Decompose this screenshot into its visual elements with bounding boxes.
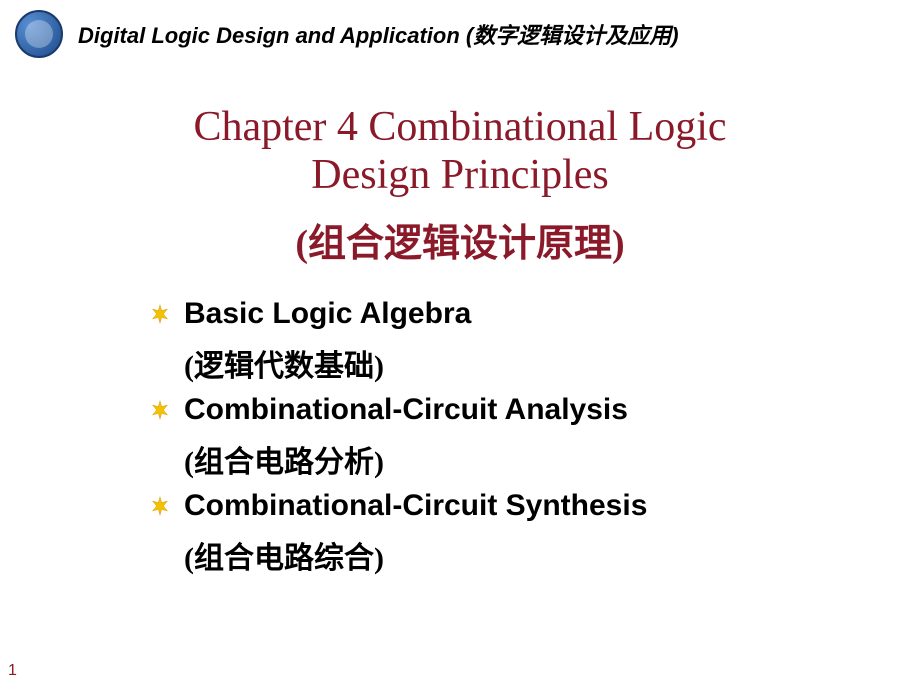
star-bullet-icon [150,400,170,420]
star-bullet-icon [150,304,170,324]
page-number: 1 [8,662,17,680]
bullet-zh-text: (组合电路综合) [184,533,920,577]
university-logo-icon [15,10,63,58]
chapter-title-en-line1: Chapter 4 Combinational Logic [40,103,880,151]
bullet-en-text: Basic Logic Algebra [184,297,471,331]
bullet-zh-text: (逻辑代数基础) [184,341,920,385]
list-item: Combinational-Circuit Synthesis (组合电路综合) [150,489,920,577]
list-item: Basic Logic Algebra (逻辑代数基础) [150,297,920,385]
chapter-title-block: Chapter 4 Combinational Logic Design Pri… [0,103,920,267]
chapter-title-zh: (组合逻辑设计原理) [40,212,880,267]
slide-header: Digital Logic Design and Application (数字… [0,0,920,58]
bullet-en-text: Combinational-Circuit Analysis [184,393,628,427]
chapter-title-en-line2: Design Principles [40,151,880,199]
star-bullet-icon [150,496,170,516]
course-title: Digital Logic Design and Application (数字… [78,18,679,50]
list-item: Combinational-Circuit Analysis (组合电路分析) [150,393,920,481]
bullet-zh-text: (组合电路分析) [184,437,920,481]
bullet-en-text: Combinational-Circuit Synthesis [184,489,647,523]
bullet-list: Basic Logic Algebra (逻辑代数基础) Combination… [150,297,920,577]
